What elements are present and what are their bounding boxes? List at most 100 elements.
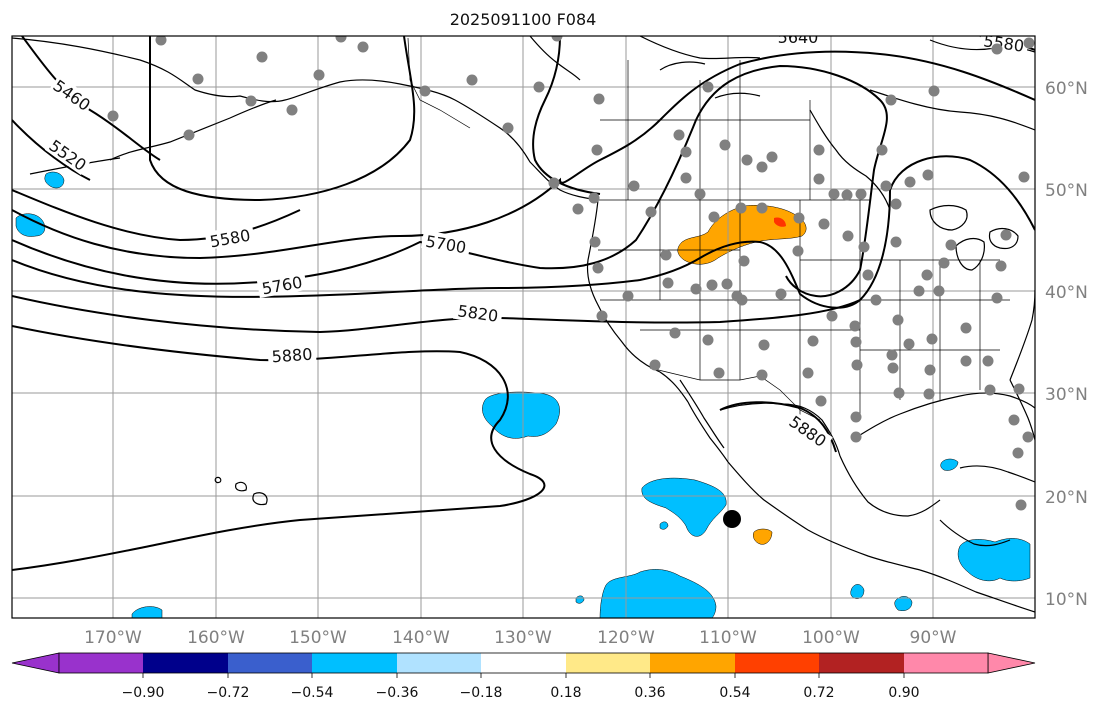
station-dot: [813, 144, 825, 156]
station-dot: [775, 288, 787, 300]
station-dot: [669, 327, 681, 339]
colorbar-extend-high: [987, 652, 1036, 674]
station-dot: [828, 188, 840, 200]
station-dot: [419, 85, 431, 97]
station-dot: [1012, 447, 1024, 459]
colorbar-swatch: [143, 653, 228, 673]
contour-5760: [12, 155, 1035, 309]
pos-area-high-core: [774, 217, 786, 227]
colorbar-tick-0.90: 0.90: [888, 685, 919, 701]
station-dot: [807, 335, 819, 347]
lon-label-100w: 100°W: [802, 628, 860, 648]
station-dot: [588, 192, 600, 204]
lon-label-90w: 90°W: [910, 628, 957, 648]
lon-label-170w: 170°W: [84, 628, 142, 648]
contour-closed-low: [148, 36, 416, 202]
station-dot: [893, 387, 905, 399]
contour-5460: [21, 36, 161, 161]
colorbar-swatch: [650, 653, 735, 673]
colorbar-tick-0.36: 0.36: [634, 685, 665, 701]
station-dot: [818, 218, 830, 230]
station-dot: [313, 69, 325, 81]
station-dot: [533, 81, 545, 93]
lon-label-110w: 110°W: [699, 628, 757, 648]
station-dot: [673, 129, 685, 141]
station-dot: [793, 212, 805, 224]
station-dot: [933, 285, 945, 297]
colorbar-tick-neg-0.54: −0.54: [291, 685, 334, 701]
station-dot: [766, 151, 778, 163]
neg-area-caribbean-1: [940, 458, 959, 471]
station-dot: [855, 188, 867, 200]
station-dot: [904, 176, 916, 188]
lon-label-120w: 120°W: [597, 628, 655, 648]
station-dot: [551, 36, 563, 42]
station-dot: [991, 292, 1003, 304]
map-frame: [11, 35, 1036, 619]
station-dot: [107, 110, 119, 122]
station-dot: [286, 104, 298, 116]
station-dot: [756, 161, 768, 173]
contour-5880-gulf: [719, 401, 837, 453]
station-dot: [680, 146, 692, 158]
colorbar-tick-neg-0.36: −0.36: [376, 685, 419, 701]
station-dot: [991, 43, 1003, 55]
colorbar-swatch: [59, 653, 143, 673]
station-dot: [802, 367, 814, 379]
station-dot: [841, 189, 853, 201]
station-dot: [826, 310, 838, 322]
pos-area-mexico-small: [753, 528, 773, 545]
station-dot: [960, 355, 972, 367]
colorbar-tick-0.18: 0.18: [550, 685, 581, 701]
station-markers: [107, 36, 1035, 511]
colorbar-tick-0.54: 0.54: [719, 685, 750, 701]
neg-area-mexico-west: [641, 477, 727, 537]
station-dot: [995, 260, 1007, 272]
station-dot: [982, 355, 994, 367]
station-dot: [645, 206, 657, 218]
station-dot: [792, 245, 804, 257]
station-dot: [649, 359, 661, 371]
station-dot: [945, 239, 957, 251]
station-dot: [880, 180, 892, 192]
station-dot: [1018, 171, 1030, 183]
station-dot: [1015, 499, 1027, 511]
station-dot: [1022, 431, 1034, 443]
station-dot: [192, 73, 204, 85]
station-dot: [680, 172, 692, 184]
station-dot: [862, 269, 874, 281]
colorbar: [11, 652, 1036, 678]
neg-area-central-america: [957, 538, 1031, 582]
station-dot: [155, 36, 167, 46]
station-dot: [738, 255, 750, 267]
station-dot: [735, 202, 747, 214]
political-borders: [407, 37, 1010, 430]
contour-5520: [12, 119, 91, 181]
station-dot: [984, 384, 996, 396]
colorbar-tick-neg-0.72: −0.72: [207, 685, 250, 701]
station-dot: [694, 188, 706, 200]
graticule: [12, 36, 1035, 618]
negative-anomaly-areas: [15, 171, 1031, 618]
station-dot: [702, 81, 714, 93]
neg-area-south-1: [599, 569, 717, 618]
station-dot: [849, 320, 861, 332]
longitude-labels: 170°W 160°W 150°W 140°W 130°W 120°W 110°…: [84, 628, 957, 648]
station-dot: [466, 74, 478, 86]
station-dot: [702, 334, 714, 346]
station-dot: [335, 36, 347, 43]
station-dot: [628, 180, 640, 192]
station-dot: [858, 241, 870, 253]
station-dot: [572, 203, 584, 215]
station-dot: [892, 314, 904, 326]
colorbar-tick-0.72: 0.72: [803, 685, 834, 701]
colorbar-labels: −0.90 −0.72 −0.54 −0.36 −0.18 0.18 0.36 …: [122, 685, 920, 701]
station-dot: [1023, 37, 1035, 49]
map-area: 5460 5520 5580 5700 5760 5820 5880 5880 …: [12, 36, 1035, 618]
contour-labels: 5460 5520 5580 5700 5760 5820 5880 5880 …: [44, 36, 1029, 453]
station-dot: [741, 154, 753, 166]
station-dot: [890, 236, 902, 248]
station-dot: [502, 122, 514, 134]
contour-5580-line: [12, 50, 1035, 260]
